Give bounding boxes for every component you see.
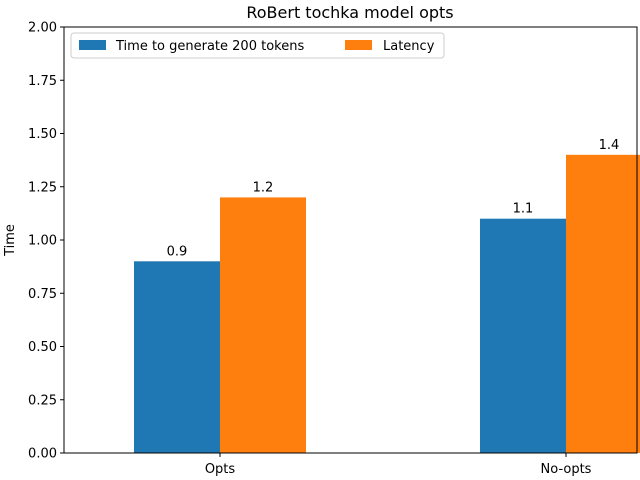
bar-latency-opts [220, 197, 306, 453]
legend-label-latency: Latency [383, 39, 435, 54]
legend: Time to generate 200 tokens Latency [70, 32, 445, 59]
bars-group [134, 154, 640, 454]
x-tick-label: No-opts [541, 462, 592, 477]
legend-swatch-time [79, 40, 106, 50]
y-tick-label: 0.25 [28, 393, 57, 408]
legend-swatch-latency [345, 40, 372, 50]
data-label-time-opts: 0.9 [167, 244, 188, 259]
y-axis: 0.00 0.25 0.50 0.75 1.00 1.25 1.50 1.75 2.00 [28, 21, 64, 462]
y-tick-label: 1.75 [28, 74, 57, 89]
x-tick-label: Opts [205, 462, 236, 477]
bar-latency-no-opts [566, 154, 640, 454]
y-tick-label: 0.00 [28, 447, 57, 462]
data-label-time-no-opts: 1.1 [513, 202, 534, 217]
y-axis-label: Time [3, 224, 18, 257]
legend-label-time: Time to generate 200 tokens [115, 39, 304, 54]
y-tick-label: 0.75 [28, 287, 57, 302]
y-tick-label: 1.25 [28, 180, 57, 195]
bar-time-no-opts [480, 218, 566, 453]
x-axis: Opts No-opts [205, 453, 592, 477]
data-labels-group: 0.9 1.1 1.2 1.4 [167, 138, 620, 259]
plot-frame [63, 26, 638, 454]
y-tick-label: 1.50 [28, 127, 57, 142]
y-tick-label: 2.00 [28, 21, 57, 36]
bar-time-opts [134, 261, 220, 453]
legend-box [70, 32, 445, 59]
chart-title: RoBert tochka model opts [246, 3, 453, 22]
data-label-latency-opts: 1.2 [253, 180, 274, 195]
data-label-latency-no-opts: 1.4 [599, 138, 620, 153]
y-tick-label: 1.00 [28, 234, 57, 249]
y-tick-label: 0.50 [28, 340, 57, 355]
